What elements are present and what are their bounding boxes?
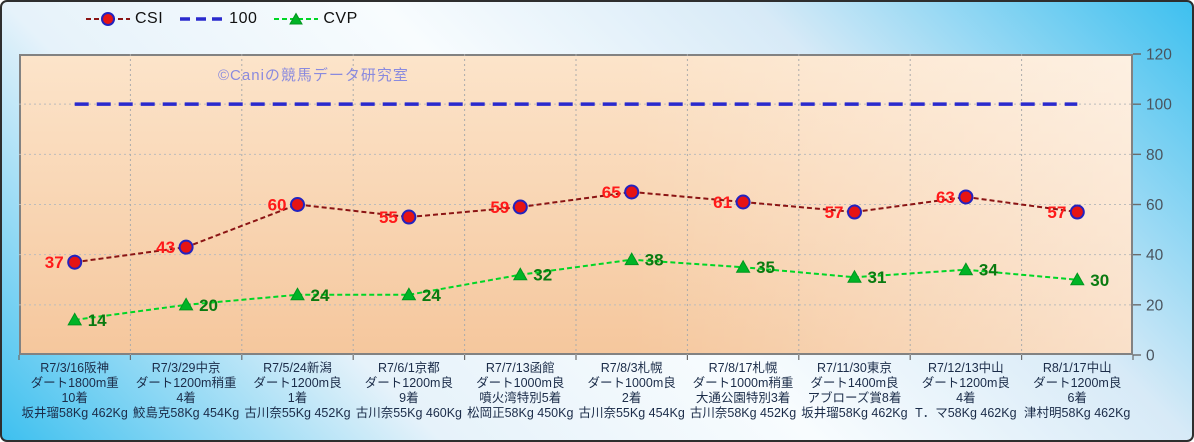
x-axis-category-line: 津村明58Kg 462Kg <box>1024 406 1131 420</box>
x-axis-category-line: R7/5/24新潟 <box>263 361 332 375</box>
chart-legend: CSI 100 CVP <box>86 10 358 28</box>
x-axis-category-line: R7/11/30東京 <box>817 361 892 375</box>
legend-swatch-cvp <box>274 12 319 25</box>
x-axis-category-line: ダート1400m良 <box>810 376 899 390</box>
y-tick-label: 0 <box>1146 348 1155 365</box>
x-axis-category-line: R7/12/13中山 <box>927 361 1004 375</box>
x-axis-category-line: R7/3/29中京 <box>151 361 221 375</box>
y-tick-label: 120 <box>1146 47 1172 64</box>
x-axis-category-line: R7/7/13函館 <box>485 361 555 375</box>
x-axis-category-line: ダート1000m良 <box>476 376 565 390</box>
x-axis-category-line: 6着 <box>1067 391 1087 405</box>
legend-item-csi: CSI <box>86 10 163 28</box>
x-axis-category-line: 古川奈55Kg 460Kg <box>355 406 463 420</box>
x-axis-category-line: 古川奈58Kg 452Kg <box>689 406 797 420</box>
x-axis-category-line: R8/1/17中山 <box>1042 361 1112 375</box>
plot-area <box>19 54 1133 355</box>
x-axis-category-line: 大通公園特別3着 <box>695 391 791 405</box>
x-axis-category-line: 古川奈55Kg 452Kg <box>244 406 351 420</box>
x-axis-category-line: ダート1200m良 <box>921 376 1010 390</box>
legend-item-100: 100 <box>180 10 257 28</box>
x-axis-category-line: ダート1800m重 <box>30 376 119 390</box>
x-axis-category-line: 10着 <box>61 391 88 405</box>
y-tick-label: 100 <box>1146 97 1172 114</box>
legend-swatch-100 <box>180 17 225 21</box>
x-axis-category-line: ダート1200m良 <box>1033 376 1122 390</box>
x-axis-category-line: 9着 <box>399 391 419 405</box>
x-axis-category-line: 古川奈55Kg 454Kg <box>578 406 685 420</box>
x-axis-labels: R7/3/16阪神 ダート1800m重 10着 坂井瑠58Kg 462Kg R7/3/2… <box>19 361 1133 421</box>
x-axis-category-line: R7/8/17札幌 <box>708 361 778 375</box>
x-axis-category-line: ダート1000m良 <box>587 376 676 390</box>
x-axis-category-line: ダート1200m良 <box>253 376 342 390</box>
x-axis-category: R7/3/29中京 ダート1200m稍重 4着 鮫島克58Kg 454Kg <box>130 361 241 421</box>
x-axis-category-line: 鮫島克58Kg 454Kg <box>132 406 240 420</box>
x-axis-category-line: 坂井瑠58Kg 462Kg <box>801 406 908 420</box>
x-axis-category: R7/6/1京都 ダート1200m良 9着 古川奈55Kg 460Kg <box>353 361 464 421</box>
y-tick-label: 40 <box>1146 247 1164 264</box>
x-axis-category-line: ダート1000m稍重 <box>692 376 794 390</box>
x-axis-category: R7/3/16阪神 ダート1800m重 10着 坂井瑠58Kg 462Kg <box>19 361 130 421</box>
y-tick-label: 80 <box>1146 147 1164 164</box>
x-axis-category-line: アブローズ賞8着 <box>807 391 902 405</box>
legend-label-csi: CSI <box>135 10 164 27</box>
x-axis-category: R7/8/3札幌 ダート1000m良 2着 古川奈55Kg 454Kg <box>576 361 687 421</box>
x-axis-category-line: ダート1200m稍重 <box>135 376 237 390</box>
x-axis-category-line: 4着 <box>176 391 196 405</box>
x-axis-category-line: 噴火湾特別5着 <box>479 391 562 405</box>
watermark-text: ©Caniの競馬データ研究室 <box>218 67 409 84</box>
x-axis-category-line: ダート1200m良 <box>364 376 453 390</box>
x-axis-category: R7/5/24新潟 ダート1200m良 1着 古川奈55Kg 452Kg <box>242 361 353 421</box>
x-axis-category-line: R7/6/1京都 <box>377 361 440 375</box>
legend-label-100: 100 <box>229 10 258 27</box>
x-axis-category-line: R7/8/3札幌 <box>600 361 663 375</box>
x-axis-category-line: R7/3/16阪神 <box>40 361 110 375</box>
y-tick-label: 60 <box>1146 197 1164 214</box>
x-axis-category: R7/12/13中山 ダート1200m良 4着 T．マ58Kg 462Kg <box>910 361 1021 421</box>
y-tick-label: 20 <box>1146 297 1164 314</box>
legend-label-cvp: CVP <box>323 10 358 27</box>
x-axis-category-line: 坂井瑠58Kg 462Kg <box>21 406 128 420</box>
x-axis-category-line: 1着 <box>287 391 308 405</box>
x-axis-category-line: 2着 <box>621 391 642 405</box>
x-axis-category-line: T．マ58Kg 462Kg <box>915 406 1017 420</box>
x-axis-category: R7/8/17札幌 ダート1000m稍重 大通公園特別3着 古川奈58Kg 452Kg <box>687 361 798 421</box>
x-axis-category-line: 松岡正58Kg 450Kg <box>467 406 574 420</box>
x-axis-category-line: 4着 <box>956 391 976 405</box>
x-axis-category: R7/11/30東京 ダート1400m良 アブローズ賞8着 坂井瑠58Kg 462Kg <box>799 361 910 421</box>
x-axis-category: R7/7/13函館 ダート1000m良 噴火湾特別5着 松岡正58Kg 450Kg <box>465 361 576 421</box>
legend-swatch-csi <box>86 12 130 26</box>
x-axis-category: R8/1/17中山 ダート1200m良 6着 津村明58Kg 462Kg <box>1022 361 1133 421</box>
legend-item-cvp: CVP <box>274 10 357 28</box>
